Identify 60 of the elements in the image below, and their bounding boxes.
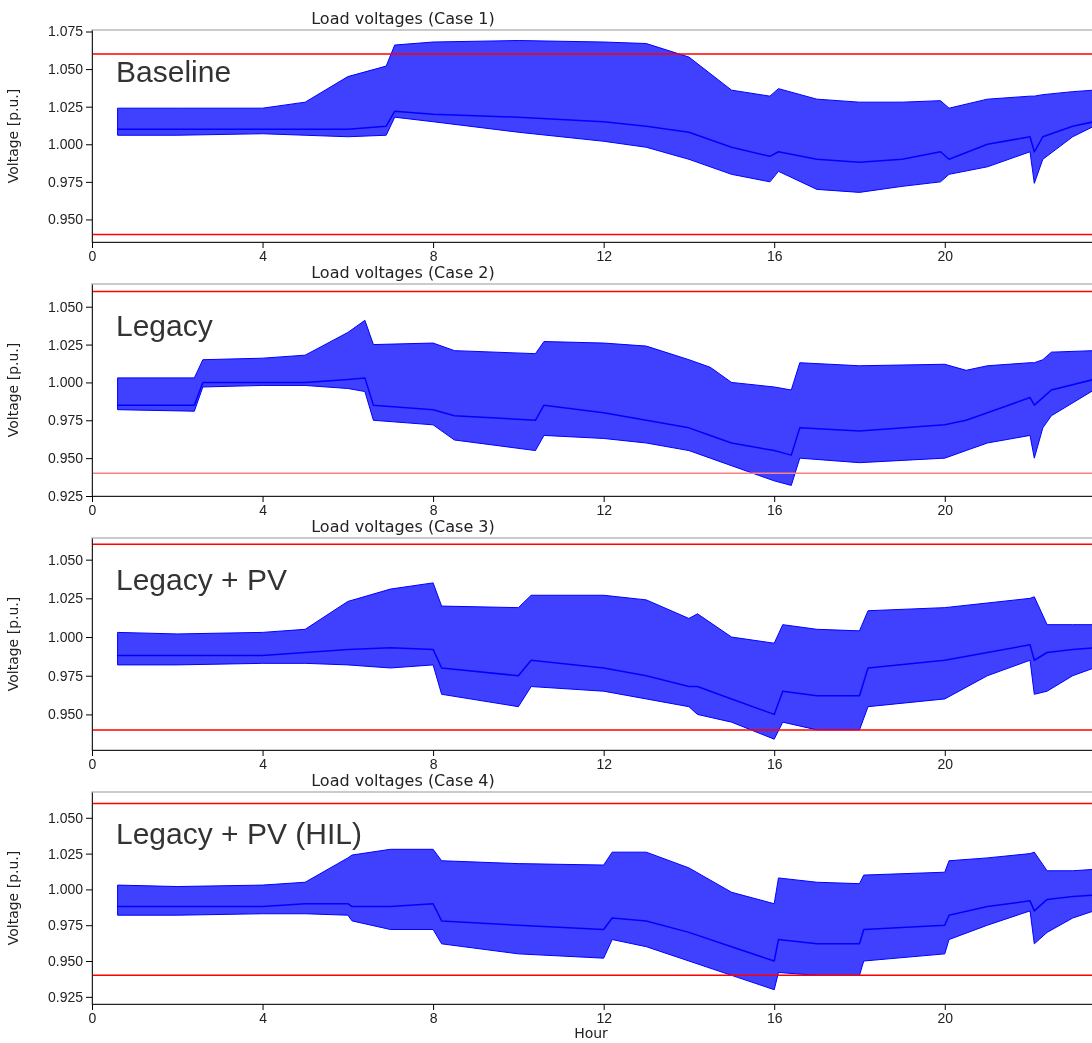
x-tick-label: 4: [259, 1009, 268, 1026]
y-tick-label: 1.050: [47, 61, 84, 78]
y-axis-title: Voltage [p.u.]: [5, 850, 21, 946]
annotation: Legacy + PV: [116, 563, 287, 596]
y-tick-label: 1.075: [47, 23, 84, 40]
x-tick-label: 0: [88, 755, 97, 772]
x-tick-label: 16: [766, 1009, 783, 1026]
y-tick-label: 1.000: [47, 881, 84, 898]
x-tick-label: 0: [88, 501, 97, 518]
x-tick-label: 20: [937, 501, 954, 518]
y-tick-label: 1.000: [47, 374, 84, 391]
y-axis-title: Voltage [p.u.]: [5, 342, 21, 438]
x-tick-label: 4: [259, 247, 268, 264]
y-tick-label: 1.000: [47, 629, 84, 646]
x-axis-title: Hour: [574, 1025, 609, 1041]
y-tick-label: 0.925: [47, 988, 84, 1005]
y-tick-label: 0.975: [47, 412, 84, 429]
x-tick-label: 20: [937, 1009, 954, 1026]
x-tick-label: 4: [259, 501, 268, 518]
y-tick-label: 0.950: [47, 953, 84, 970]
x-tick-label: 12: [596, 755, 613, 772]
annotation: Baseline: [116, 55, 232, 88]
chart-title: Load voltages (Case 2): [311, 263, 495, 282]
chart-title: Load voltages (Case 3): [311, 517, 495, 536]
y-tick-label: 0.950: [47, 450, 84, 467]
x-tick-label: 12: [596, 247, 613, 264]
x-tick-label: 20: [937, 247, 954, 264]
chart-title: Load voltages (Case 4): [311, 771, 495, 790]
annotation: Legacy: [116, 309, 213, 342]
x-tick-label: 0: [88, 1009, 97, 1026]
y-axis-title: Voltage [p.u.]: [5, 88, 21, 184]
x-tick-label: 8: [429, 247, 438, 264]
y-tick-label: 0.925: [47, 487, 84, 504]
y-tick-label: 1.050: [47, 298, 84, 315]
y-tick-label: 0.975: [47, 173, 84, 190]
x-tick-label: 16: [766, 501, 783, 518]
x-tick-label: 16: [766, 247, 783, 264]
chart-title: Load voltages (Case 1): [311, 9, 495, 28]
y-tick-label: 1.050: [47, 551, 84, 568]
y-tick-label: 0.975: [47, 917, 84, 934]
x-tick-label: 0: [88, 247, 97, 264]
x-tick-label: 16: [766, 755, 783, 772]
y-tick-label: 1.025: [47, 845, 84, 862]
x-tick-label: 12: [596, 501, 613, 518]
x-tick-label: 8: [429, 501, 438, 518]
x-tick-label: 4: [259, 755, 268, 772]
y-tick-label: 1.050: [47, 809, 84, 826]
y-tick-label: 0.950: [47, 211, 84, 228]
y-tick-label: 1.025: [47, 336, 84, 353]
annotation: Legacy + PV (HIL): [116, 817, 362, 850]
x-tick-label: 8: [429, 755, 438, 772]
x-tick-label: 20: [937, 755, 954, 772]
y-tick-label: 1.025: [47, 98, 84, 115]
x-tick-label: 8: [429, 1009, 438, 1026]
x-tick-label: 12: [596, 1009, 613, 1026]
y-tick-label: 1.025: [47, 590, 84, 607]
y-tick-label: 1.000: [47, 136, 84, 153]
y-tick-label: 0.950: [47, 706, 84, 723]
y-axis-title: Voltage [p.u.]: [5, 596, 21, 692]
y-tick-label: 0.975: [47, 667, 84, 684]
